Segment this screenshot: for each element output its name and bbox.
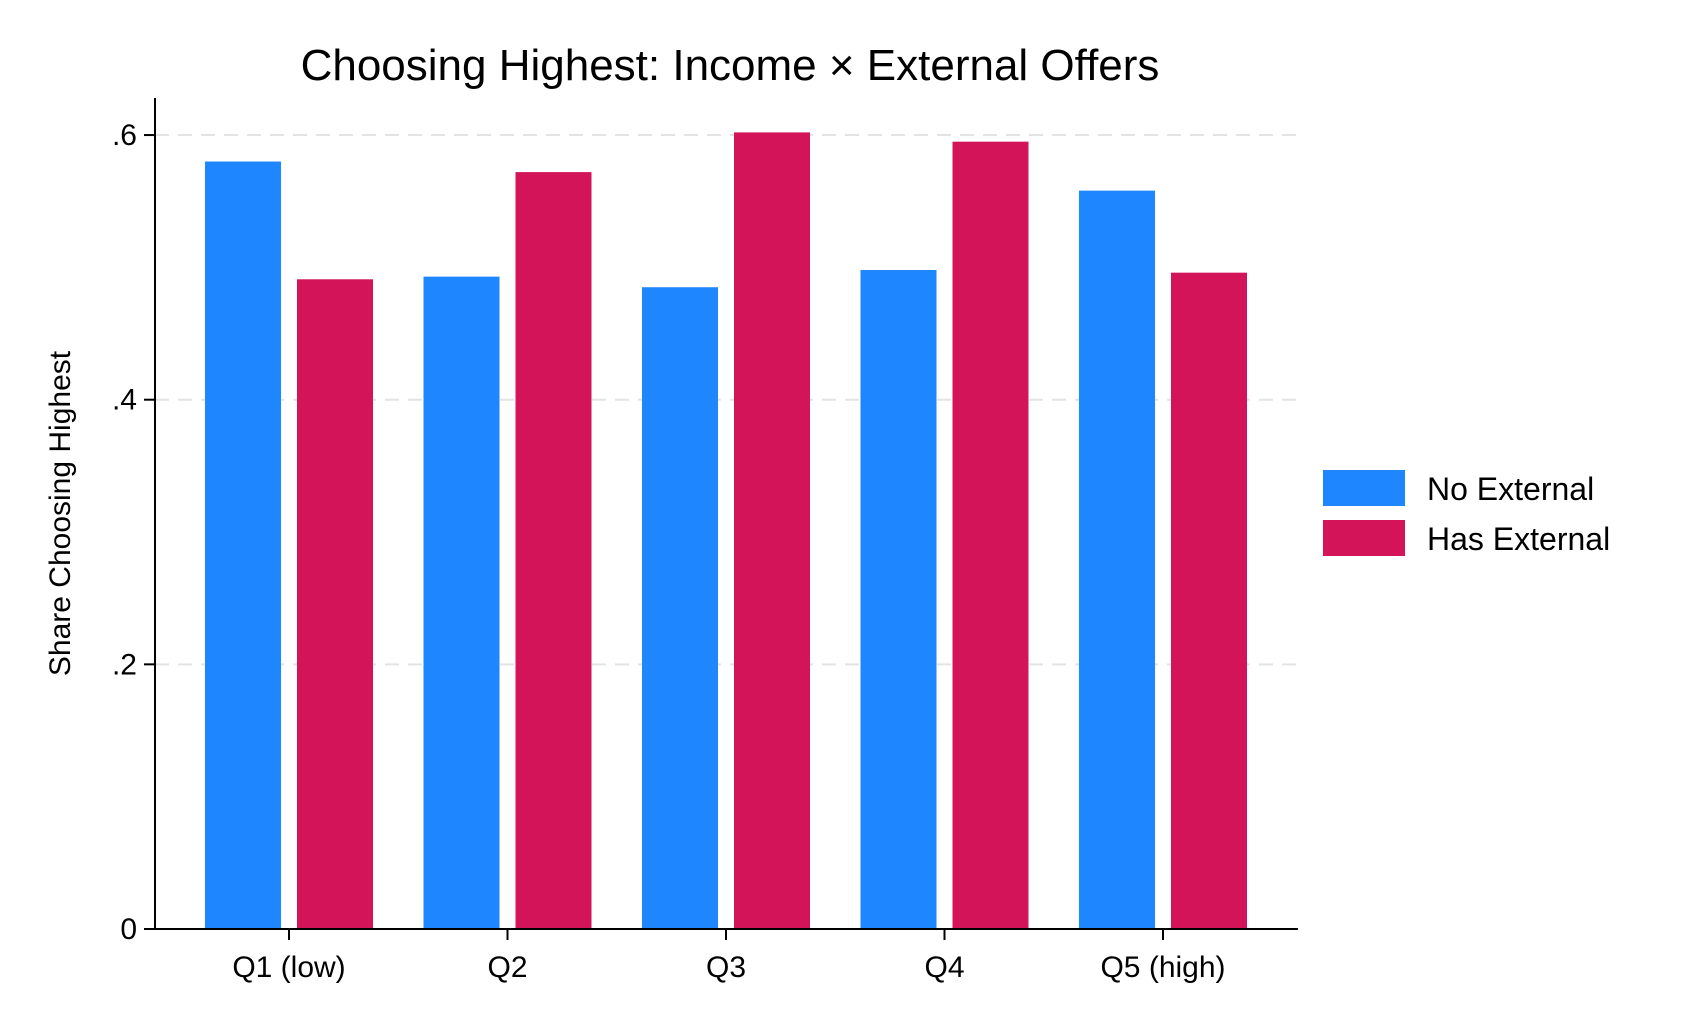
legend-swatch-has-external (1323, 520, 1405, 556)
bar-no-external-3 (642, 287, 718, 930)
y-tick-label: .6 (112, 119, 137, 152)
bar-has-external-1 (297, 279, 373, 929)
bar-no-external-2 (423, 276, 500, 929)
y-axis-label: Share Choosing Highest (44, 350, 77, 676)
y-tick-label: .2 (112, 648, 137, 681)
x-tick-label: Q3 (706, 951, 746, 984)
bar-no-external-5 (1079, 190, 1155, 930)
bar-no-external-1 (205, 161, 281, 929)
bar-has-external-4 (952, 141, 1029, 930)
bar-has-external-3 (734, 132, 810, 929)
bar-no-external-4 (860, 270, 937, 929)
legend-label-has-external: Has External (1427, 521, 1610, 557)
bars (205, 132, 1247, 930)
legend-label-no-external: No External (1427, 471, 1594, 507)
bar-has-external-2 (515, 172, 592, 929)
x-tick-label: Q5 (high) (1100, 951, 1225, 984)
x-tick-label: Q2 (487, 951, 527, 984)
y-axis-ticks: 0 .2 .4 .6 (112, 119, 155, 946)
x-axis-ticks: Q1 (low) Q2 Q3 Q4 Q5 (high) (232, 929, 1226, 984)
x-tick-label: Q4 (924, 951, 964, 984)
x-tick-label: Q1 (low) (232, 951, 345, 984)
legend-swatch-no-external (1323, 470, 1405, 506)
bar-has-external-5 (1171, 272, 1247, 929)
y-tick-label: 0 (120, 913, 137, 946)
chart-title: Choosing Highest: Income × External Offe… (301, 41, 1160, 90)
legend: No External Has External (1323, 470, 1610, 557)
y-tick-label: .4 (112, 384, 137, 417)
